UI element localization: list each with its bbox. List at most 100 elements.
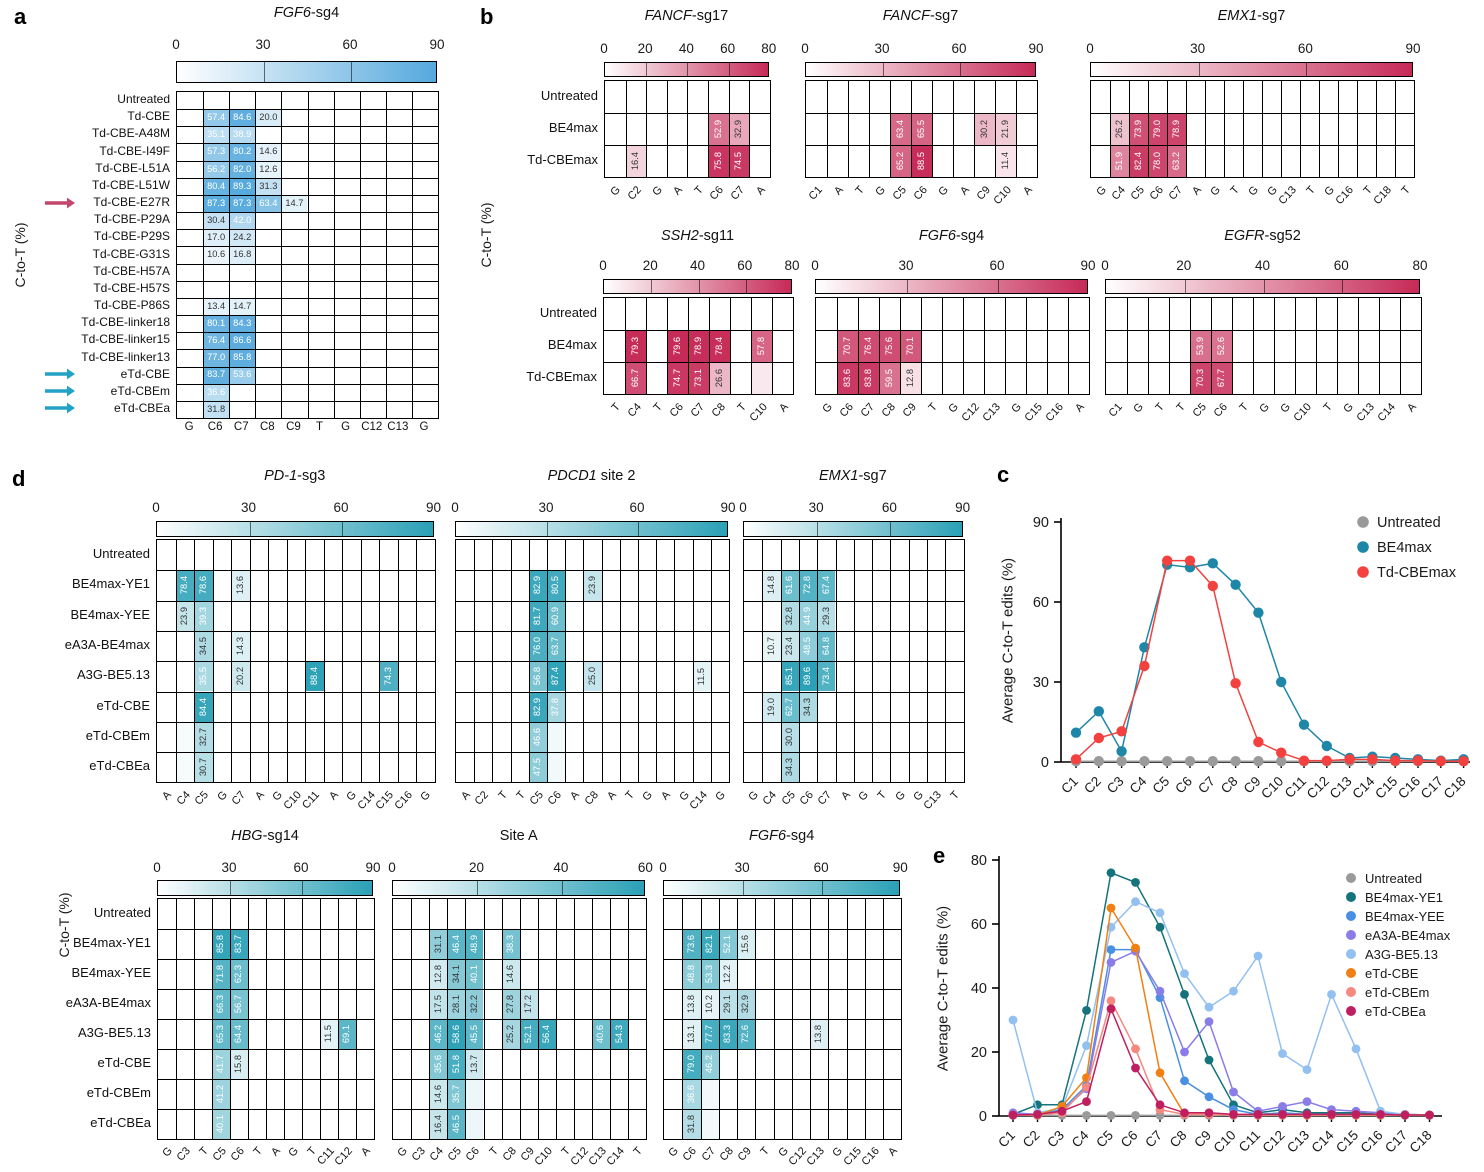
cell-value: 74.7 — [671, 368, 682, 388]
heatmap-cell: 84.3 — [229, 315, 256, 333]
heatmap-cell: 23.4 — [780, 630, 799, 662]
cell-value: 13.8 — [813, 1024, 824, 1044]
y-tick-label: 20 — [971, 1045, 987, 1061]
grid-line — [995, 81, 996, 177]
colorbar-tick-label: 0 — [152, 500, 160, 515]
cell-value: 12.6 — [259, 163, 278, 174]
colorbar-tick-label: 20 — [1176, 258, 1192, 273]
chart-title: HBG-sg14 — [231, 828, 299, 844]
grid-line — [837, 298, 838, 394]
heatmap-cell: 78.9 — [1167, 113, 1186, 145]
legend-swatch — [1346, 892, 1356, 902]
x-tick-label: C4 — [1069, 1127, 1092, 1150]
data-point — [1116, 726, 1127, 737]
data-point — [1400, 1110, 1410, 1119]
cell-value: 72.8 — [802, 576, 813, 595]
data-point — [1400, 1110, 1410, 1119]
data-point — [1184, 756, 1196, 767]
data-point — [1253, 1110, 1263, 1119]
grid-line — [177, 315, 438, 317]
grid-line — [664, 1109, 902, 1110]
colorbar — [815, 279, 1088, 294]
legend-label: A3G-BE5.13 — [1365, 947, 1438, 962]
grid-line — [1148, 298, 1149, 394]
chart-title: PD-1-sg3 — [264, 468, 325, 484]
data-point — [1302, 1110, 1312, 1119]
data-point — [1155, 986, 1165, 996]
data-point — [1033, 1110, 1042, 1120]
legend-label: eA3A-BE4max — [1365, 928, 1451, 943]
data-point — [1321, 740, 1333, 752]
grid-line — [708, 81, 709, 177]
heatmap-grid: 82.9 80.5 23.9 81.7 60.9 76.0 63.7 56.8 87.4 25.0… — [455, 539, 730, 784]
grid-line — [848, 81, 849, 177]
heatmap-cell: 80.1 — [203, 315, 230, 333]
data-point — [1155, 1100, 1165, 1110]
data-point — [1327, 1108, 1336, 1118]
cell-value: 69.1 — [341, 1024, 352, 1044]
cell-value: 76.4 — [207, 335, 226, 346]
grid-line — [625, 81, 627, 177]
heatmap-cell: 13.8 — [810, 1019, 829, 1049]
heatmap-cell: 69.1 — [338, 1019, 356, 1049]
data-point — [1351, 1106, 1361, 1116]
cell-value: 19.0 — [765, 697, 776, 716]
cell-value: 38.9 — [233, 129, 252, 140]
grid-line — [890, 81, 891, 177]
data-point — [1351, 1044, 1361, 1054]
heatmap-cell: 36.6 — [682, 1079, 701, 1109]
cell-value: 78.4 — [179, 576, 190, 595]
row-label: eTd-CBEm — [86, 1084, 151, 1100]
heatmap-cell: 84.6 — [229, 109, 256, 127]
data-point — [1376, 1110, 1385, 1119]
cell-value: 46.6 — [532, 727, 543, 746]
cell-value: 13.8 — [685, 994, 696, 1014]
heatmap-cell: 31.1 — [429, 929, 448, 959]
grid-line — [157, 570, 435, 572]
heatmap-cell: 28.1 — [447, 989, 466, 1019]
data-point — [1230, 579, 1241, 590]
heatmap-cell: 77.0 — [203, 349, 230, 367]
cell-value: 59.5 — [883, 368, 894, 388]
data-point — [1180, 990, 1189, 999]
data-point — [1229, 1087, 1238, 1097]
grid-line — [664, 929, 902, 930]
cell-value: 16.4 — [432, 1114, 443, 1134]
grid-line — [1379, 298, 1380, 394]
data-point — [1106, 868, 1116, 878]
data-point — [1367, 756, 1378, 767]
heatmap-cell: 56.4 — [537, 1019, 556, 1049]
cell-value: 10.7 — [765, 636, 776, 656]
data-point — [1351, 1110, 1361, 1120]
cell-value: 71.8 — [215, 964, 226, 984]
data-point — [1207, 580, 1219, 592]
heatmap-cell: 83.8 — [858, 362, 879, 394]
data-point — [1229, 1110, 1238, 1120]
heatmap-cell: 13.1 — [682, 1019, 701, 1049]
cell-value: 78.9 — [692, 336, 703, 356]
row-label: Td-CBE-linker15 — [81, 332, 170, 347]
data-point — [1412, 755, 1424, 766]
heatmap-cell: 74.3 — [379, 661, 398, 692]
data-point — [1278, 1102, 1287, 1111]
colorbar-tick-mark — [817, 522, 819, 536]
cell-value: 83.8 — [862, 368, 873, 388]
colorbar — [805, 62, 1036, 77]
data-point — [1327, 1110, 1336, 1120]
heatmap-cell: 52.1 — [519, 1019, 538, 1049]
heatmap-grid: 73.6 82.1 52.1 15.6 48.8 53.3 12.2 13.8 10.2 29.1… — [663, 898, 903, 1140]
heatmap-cell: 24.2 — [229, 229, 256, 247]
heatmap-cell: 87.4 — [547, 661, 566, 692]
heatmap-grid: 52.9 32.9 16.4 75.8 74.5 — [604, 80, 771, 178]
cell-value: 10.2 — [703, 994, 714, 1014]
heatmap-cell: 76.4 — [858, 330, 879, 362]
row-label: eTd-CBEa — [113, 401, 170, 416]
col-label: C6 — [207, 421, 223, 433]
data-point — [1376, 1108, 1385, 1118]
grid-line — [393, 959, 647, 960]
heatmap-cell: 14.3 — [231, 630, 250, 662]
heatmap-cell: 82.9 — [528, 691, 547, 722]
grid-line — [158, 1049, 374, 1050]
heatmap-cell: 34.5 — [194, 630, 213, 662]
heatmap-cell: 30.0 — [780, 721, 799, 753]
